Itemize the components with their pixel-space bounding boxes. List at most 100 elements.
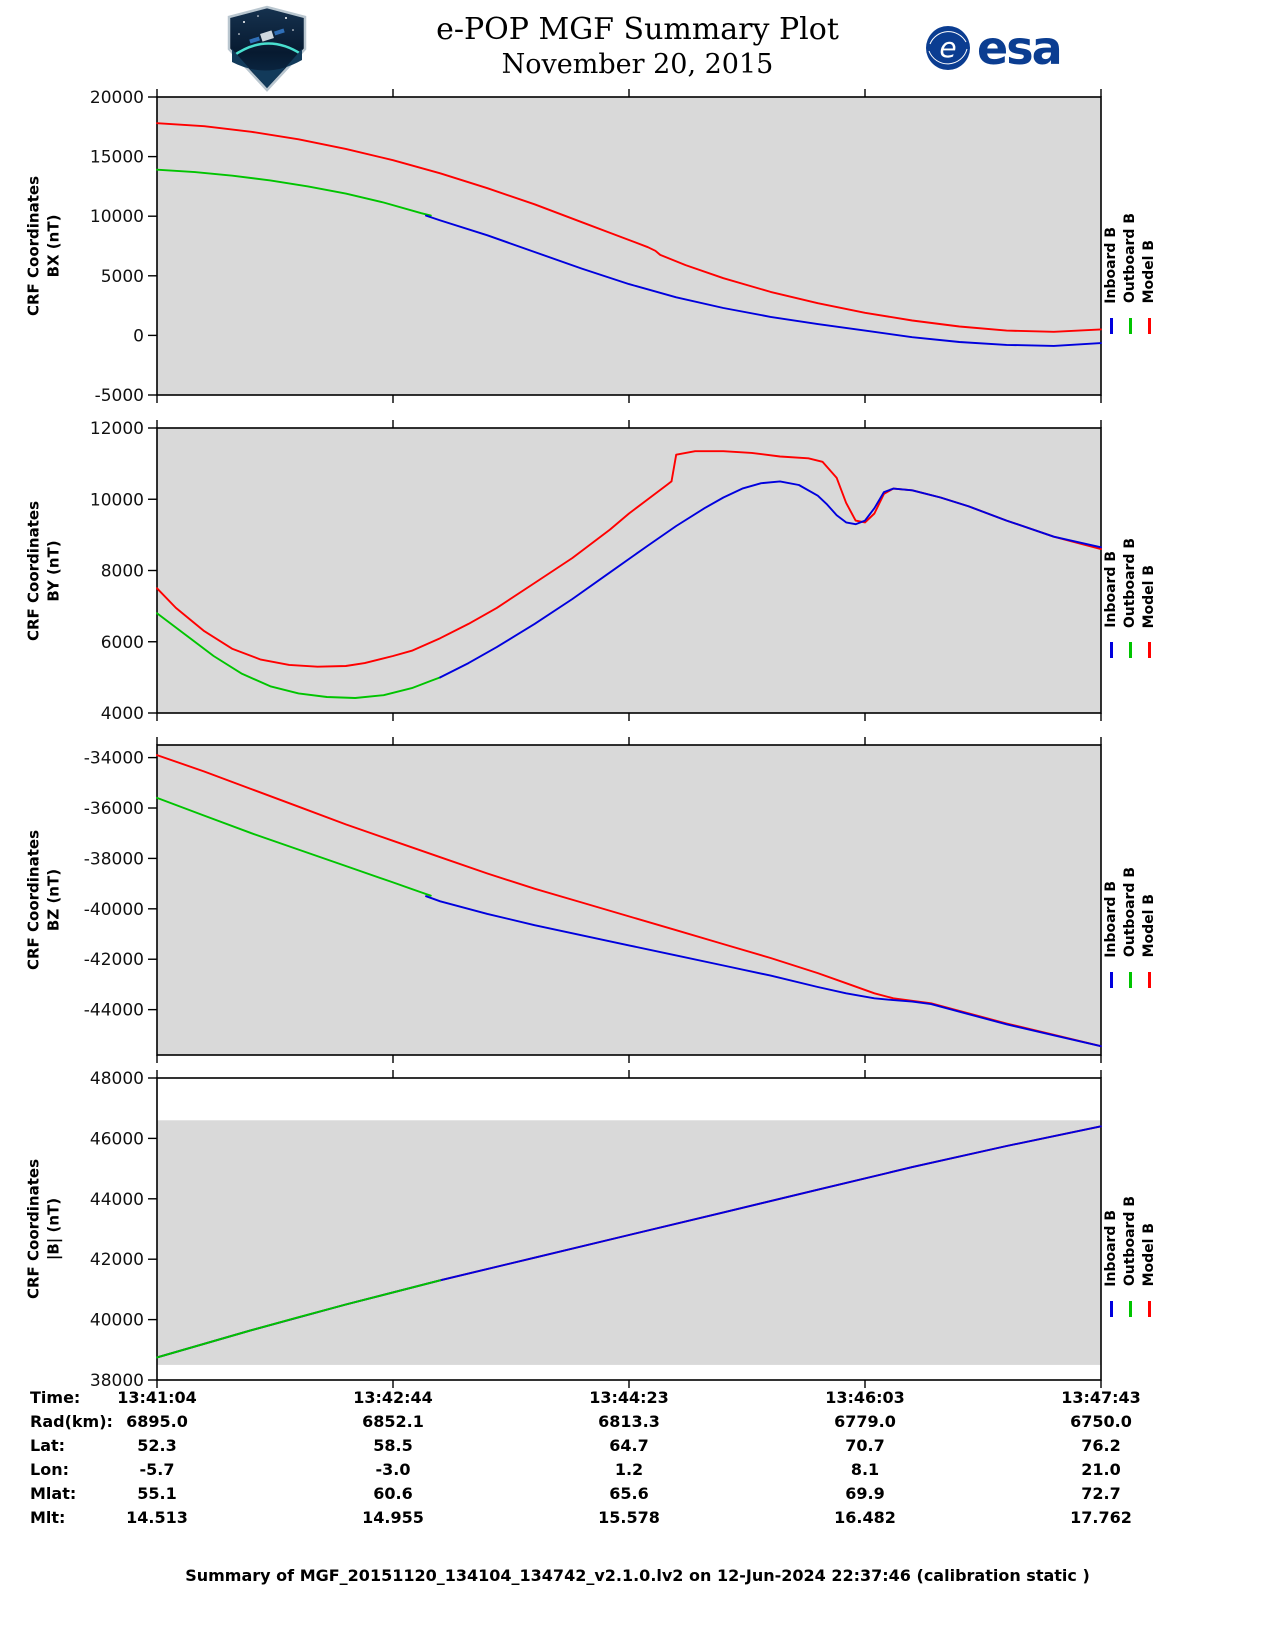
series-outboard-b-by [156,612,442,699]
esa-wordmark: esa [977,21,1063,75]
y-tick-label: -34000 [84,749,144,769]
legend-entry-model-b: Model B [1141,1142,1157,1317]
plot-background [157,745,1101,1055]
y-tick-label: 8000 [101,562,144,582]
series-outboard-b-bz [156,796,432,897]
table-row-label: Lon: [30,1460,69,1479]
series-inboard-b-bx [425,214,1102,347]
table-row-mlat: Mlat: 55.1 60.6 65.6 69.9 72.7 [0,1484,1275,1508]
mission-patch-logo [227,5,307,92]
y-tick-label: -42000 [84,950,144,970]
legend-entry-inboard-b: Inboard B [1103,1142,1119,1317]
legend-bmag: Inboard B Outboard B Model B [1103,1078,1189,1380]
y-tick-label: 46000 [90,1129,144,1149]
legend-entry-model-b: Model B [1141,483,1157,658]
axes-border [156,1077,1102,1381]
table-cell-time-2: 13:44:23 [589,1388,669,1407]
axes-border [156,96,1102,396]
y-tick-label: 38000 [90,1371,144,1391]
y-tick-label: 44000 [90,1190,144,1210]
legend-color-tick-blue [1109,317,1113,334]
y-tick-label: 5000 [101,267,144,287]
legend-entry-outboard-b: Outboard B [1122,1142,1138,1317]
legend-entry-outboard-b: Outboard B [1122,159,1138,334]
y-tick-label: 10000 [90,490,144,510]
table-cell-mlat-4: 72.7 [1081,1484,1121,1503]
y-tick-label: 4000 [101,704,144,724]
y-tick-label: 20000 [90,88,144,108]
table-cell-mlat-3: 69.9 [845,1484,885,1503]
legend-entry-model-b: Model B [1141,813,1157,988]
table-row-label: Rad(km): [30,1412,113,1431]
ylabel-by: CRF Coordinates BY (nT) [14,428,74,713]
table-cell-lon-0: -5.7 [139,1460,175,1479]
table-row-label: Mlt: [30,1508,66,1527]
legend-entry-inboard-b: Inboard B [1103,813,1119,988]
table-row-rad-km: Rad(km): 6895.0 6852.1 6813.3 6779.0 6750.0 [0,1412,1275,1436]
table-cell-rad-km-1: 6852.1 [362,1412,424,1431]
legend-by: Inboard B Outboard B Model B [1103,428,1189,713]
panel-bx: 20000 15000 10000 5000 0 -5000 [90,88,1102,406]
plot-background [157,428,1101,713]
series-inboard-b-bz [425,895,1102,1048]
y-tick-label: 40000 [90,1311,144,1331]
legend-label: Inboard B [1103,1209,1119,1287]
y-tick-label: 42000 [90,1250,144,1270]
legend-bz: Inboard B Outboard B Model B [1103,745,1189,1055]
table-cell-time-3: 13:46:03 [825,1388,905,1407]
legend-label: Outboard B [1122,213,1138,304]
legend-label: Inboard B [1103,880,1119,958]
y-tick-label: 6000 [101,633,144,653]
legend-label: Inboard B [1103,551,1119,628]
legend-bx: Inboard B Outboard B Model B [1103,97,1189,395]
legend-label: Outboard B [1122,1196,1138,1287]
table-cell-lon-2: 1.2 [614,1460,644,1479]
table-cell-lon-3: 8.1 [850,1460,880,1479]
legend-label: Inboard B [1103,226,1119,304]
table-cell-mlt-1: 14.955 [362,1508,424,1527]
table-row-mlt: Mlt: 14.513 14.955 15.578 16.482 17.762 [0,1508,1275,1532]
table-cell-lat-1: 58.5 [373,1436,413,1455]
y-tick-label: 0 [133,326,144,346]
legend-color-tick-red [1147,317,1151,334]
y-tick-label: 12000 [90,419,144,439]
table-cell-lat-4: 76.2 [1081,1436,1121,1455]
table-cell-mlt-2: 15.578 [598,1508,660,1527]
table-cell-rad-km-2: 6813.3 [598,1412,660,1431]
title-line1: e-POP MGF Summary Plot [436,12,839,47]
legend-entry-outboard-b: Outboard B [1122,483,1138,658]
legend-color-tick-green [1128,642,1132,658]
esa-logo: e esa [924,21,1063,75]
panel-bz: -34000 -36000 -38000 -40000 -42000 -44000 [84,737,1102,1063]
y-tick-label: -38000 [84,849,144,869]
panel-by: 12000 10000 8000 6000 4000 [90,419,1102,724]
legend-entry-outboard-b: Outboard B [1122,813,1138,988]
table-cell-mlat-2: 65.6 [609,1484,649,1503]
panel-bmag: 48000 46000 44000 42000 40000 38000 [90,1069,1102,1391]
table-row-lon: Lon: -5.7 -3.0 1.2 8.1 21.0 [0,1460,1275,1484]
legend-color-tick-blue [1109,642,1113,658]
ylabel-bz: CRF Coordinates BZ (nT) [14,745,74,1055]
y-tick-label: -40000 [84,900,144,920]
y-tick-label: 10000 [90,207,144,227]
ylabel-text: CRF Coordinates BX (nT) [24,176,63,316]
table-cell-rad-km-0: 6895.0 [126,1412,188,1431]
table-row-lat: Lat: 52.3 58.5 64.7 70.7 76.2 [0,1436,1275,1460]
patch-earth-horizon [232,49,302,88]
table-cell-time-1: 13:42:44 [353,1388,433,1407]
legend-color-tick-green [1128,1300,1132,1317]
legend-entry-inboard-b: Inboard B [1103,483,1119,658]
table-cell-mlt-4: 17.762 [1070,1508,1132,1527]
table-cell-lat-0: 52.3 [137,1436,177,1455]
axes-border [156,744,1102,1056]
legend-label: Model B [1141,564,1157,628]
table-cell-mlt-3: 16.482 [834,1508,896,1527]
table-cell-mlat-1: 60.6 [373,1484,413,1503]
plot-background [157,1120,1101,1365]
svg-text:e: e [939,31,956,64]
legend-label: Model B [1141,240,1157,304]
legend-color-tick-red [1147,971,1151,988]
legend-color-tick-red [1147,1300,1151,1317]
axes-border [156,427,1102,714]
table-cell-rad-km-4: 6750.0 [1070,1412,1132,1431]
